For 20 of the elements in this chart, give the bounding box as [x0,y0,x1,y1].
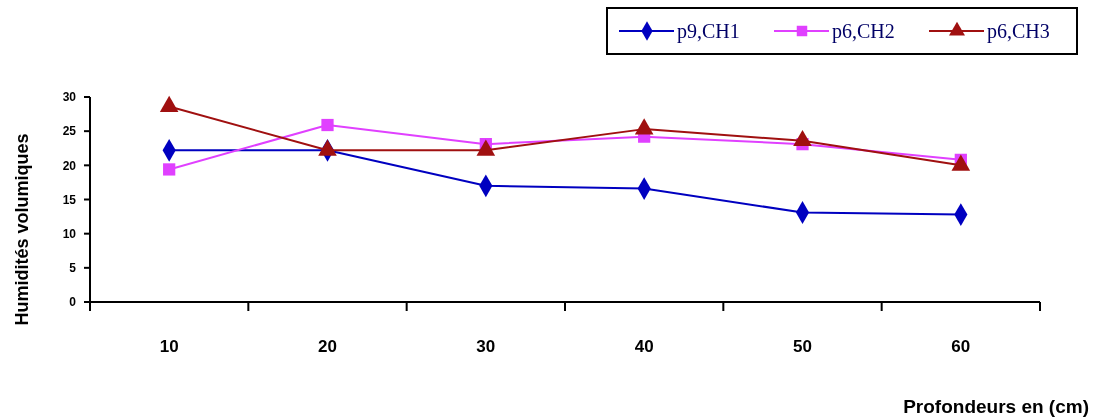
x-tick-label: 20 [318,337,337,356]
y-tick-label: 25 [62,124,77,139]
x-tick-label: 50 [793,337,812,356]
x-tick-label: 40 [634,337,654,356]
y-tick-label: 5 [69,261,77,276]
legend-label: p9,CH1 [677,20,740,43]
y-tick-label: 15 [62,192,77,207]
x-tick-label: 10 [159,337,179,356]
x-tick-label: 30 [476,337,496,356]
y-axis-title: Humidités volumiques [12,133,32,326]
x-axis-title: Profondeurs en (cm) [903,396,1089,417]
point [321,118,334,132]
y-tick-label: 10 [62,226,77,241]
y-tick-label: 0 [69,295,77,310]
legend-label: p6,CH3 [987,20,1050,43]
point [163,163,176,176]
y-tick-label: 20 [62,158,77,173]
y-tick-label: 30 [62,90,77,105]
x-tick-label: 60 [951,337,971,356]
legend-label: p6,CH2 [832,20,895,43]
